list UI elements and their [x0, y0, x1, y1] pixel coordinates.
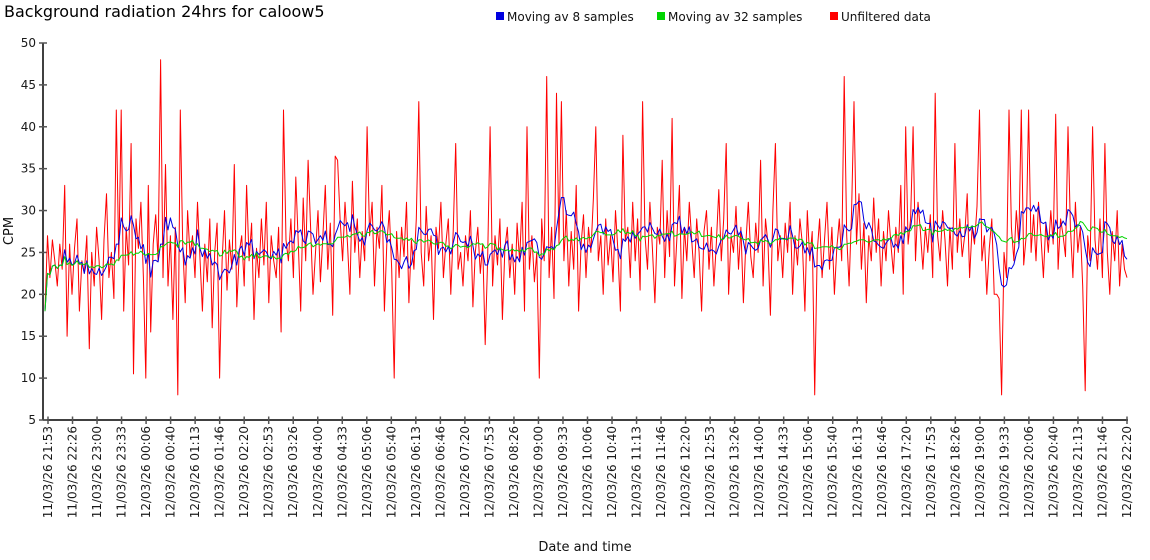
x-tick-label: 12/03/26 08:26 — [507, 426, 521, 518]
x-tick-label: 12/03/26 01:13 — [188, 426, 202, 518]
x-tick-label: 12/03/26 13:26 — [728, 426, 742, 518]
x-tick-label: 12/03/26 22:20 — [1120, 426, 1134, 518]
x-tick-label: 12/03/26 12:53 — [703, 426, 717, 518]
x-tick-label: 12/03/26 16:46 — [875, 426, 889, 518]
y-tick-label: 20 — [21, 287, 36, 301]
y-tick-label: 5 — [28, 413, 36, 427]
legend-label-moving-av-32: Moving av 32 samples — [668, 10, 802, 24]
x-tick-label: 12/03/26 15:06 — [801, 426, 815, 518]
y-tick-label: 15 — [21, 329, 36, 343]
x-tick-label: 12/03/26 06:46 — [433, 426, 447, 518]
x-tick-label: 12/03/26 18:26 — [948, 426, 962, 518]
x-tick-label: 12/03/26 21:13 — [1071, 426, 1085, 518]
legend: Moving av 8 samples Moving av 32 samples… — [496, 10, 931, 24]
x-tick-label: 12/03/26 05:06 — [360, 426, 374, 518]
legend-swatch-moving-av-32 — [657, 12, 665, 20]
x-tick-label: 12/03/26 02:53 — [262, 426, 276, 518]
y-tick-label: 35 — [21, 162, 36, 176]
x-tick-label: 12/03/26 20:40 — [1046, 426, 1060, 518]
x-tick-label: 11/03/26 22:26 — [66, 426, 80, 518]
x-tick-label: 12/03/26 01:46 — [213, 426, 227, 518]
x-tick-label: 12/03/26 07:20 — [458, 426, 472, 518]
x-tick-label: 12/03/26 20:06 — [1022, 426, 1036, 518]
y-tick-label: 25 — [21, 245, 36, 259]
plot-area: 5 10 15 20 25 30 35 40 45 50 11/03/26 21:53 11/03/2… — [21, 36, 1134, 518]
x-tick-label: 12/03/26 10:06 — [581, 426, 595, 518]
x-tick-label: 12/03/26 16:13 — [850, 426, 864, 518]
x-tick-label: 12/03/26 19:33 — [997, 426, 1011, 518]
x-tick-label: 12/03/26 21:46 — [1095, 426, 1109, 518]
legend-swatch-moving-av-8 — [496, 12, 504, 20]
x-tick-label: 12/03/26 14:33 — [777, 426, 791, 518]
x-tick-label: 12/03/26 11:46 — [654, 426, 668, 518]
legend-label-unfiltered: Unfiltered data — [841, 10, 931, 24]
x-tick-label: 11/03/26 21:53 — [41, 426, 55, 518]
x-tick-label: 12/03/26 14:00 — [752, 426, 766, 518]
x-axis-label: Date and time — [538, 540, 631, 555]
x-tick-label: 12/03/26 02:20 — [237, 426, 251, 518]
y-tick-label: 30 — [21, 204, 36, 218]
series-line-moving-av-8 — [44, 197, 1128, 312]
x-tick-label: 12/03/26 15:40 — [826, 426, 840, 518]
series-line-unfiltered — [44, 59, 1128, 396]
x-tick-label: 12/03/26 17:53 — [924, 426, 938, 518]
x-tick-label: 12/03/26 17:20 — [899, 426, 913, 518]
y-tick-label: 10 — [21, 371, 36, 385]
y-tick-label: 50 — [21, 36, 36, 50]
x-tick-label: 12/03/26 07:53 — [482, 426, 496, 518]
x-tick-label: 12/03/26 06:13 — [409, 426, 423, 518]
x-tick-label: 12/03/26 04:00 — [311, 426, 325, 518]
x-tick-label: 12/03/26 04:33 — [335, 426, 349, 518]
x-tick-label: 12/03/26 19:00 — [973, 426, 987, 518]
x-tick-label: 12/03/26 00:06 — [139, 426, 153, 518]
x-tick-label: 12/03/26 10:40 — [605, 426, 619, 518]
x-tick-label: 12/03/26 12:20 — [679, 426, 693, 518]
x-tick-label: 12/03/26 09:00 — [531, 426, 545, 518]
x-tick-label: 12/03/26 09:33 — [556, 426, 570, 518]
series-line-moving-av-32 — [44, 220, 1128, 312]
x-tick-label: 12/03/26 11:13 — [630, 426, 644, 518]
legend-swatch-unfiltered — [830, 12, 838, 20]
x-tick-label: 11/03/26 23:00 — [90, 426, 104, 518]
y-axis-label: CPM — [2, 217, 17, 245]
chart-title: Background radiation 24hrs for caloow5 — [4, 2, 325, 21]
legend-label-moving-av-8: Moving av 8 samples — [507, 10, 634, 24]
x-tick-label: 11/03/26 23:33 — [115, 426, 129, 518]
y-tick-label: 45 — [21, 78, 36, 92]
x-tick-label: 12/03/26 03:26 — [286, 426, 300, 518]
y-tick-label: 40 — [21, 120, 36, 134]
x-tick-label: 12/03/26 00:40 — [164, 426, 178, 518]
x-tick-label: 12/03/26 05:40 — [384, 426, 398, 518]
